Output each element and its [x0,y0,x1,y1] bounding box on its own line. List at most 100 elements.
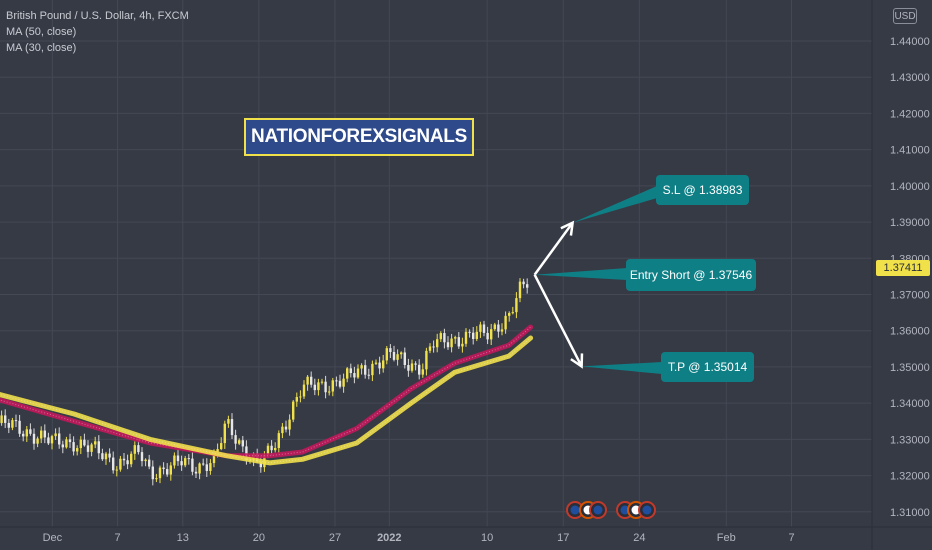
candle-body [162,467,165,470]
candle-body [43,430,46,438]
candle-body [468,331,471,333]
candle-body [4,415,7,423]
candle-body [180,461,183,466]
candle-body [292,401,295,420]
candle-body [234,435,237,444]
candle-body [504,315,507,330]
candle-body [360,365,363,369]
candle-body [86,445,90,452]
y-tick-label: 1.43000 [890,72,930,84]
candle-body [0,415,3,424]
y-tick-label: 1.36000 [890,326,930,338]
watermark-banner: NATIONFOREXSIGNALS [244,118,474,156]
y-tick-label: 1.39000 [890,217,930,229]
economic-events [566,501,656,519]
candle-body [367,374,370,376]
candle-body [356,368,360,378]
x-tick-label: 17 [557,532,569,544]
candle-body [349,368,352,374]
candle-body [140,452,144,462]
y-tick-label: 1.33000 [890,434,930,446]
candle-body [14,420,18,422]
candle-body [450,338,453,348]
candle-body [418,364,421,375]
candle-body [54,433,57,437]
x-tick-label: 13 [177,532,189,544]
symbol-label[interactable]: British Pound / U.S. Dollar, 4h, FXCM [6,10,189,22]
candle-body [40,430,43,439]
candle-body [284,426,288,430]
take-profit-callout: T.P @ 1.35014 [661,352,754,382]
candle-body [238,440,241,444]
event-flag-inner [570,505,580,515]
candle-body [328,391,331,393]
candle-body [205,464,208,471]
candle-body [464,331,468,344]
candle-body [511,312,514,314]
candle-body [32,433,36,444]
candle-body [389,348,392,352]
candle-body [259,461,262,468]
trade-arrows [533,186,662,374]
candle-body [457,337,460,347]
candle-body [176,455,180,462]
candle-body [443,333,446,343]
candle-body [65,439,68,448]
x-tick-label: 10 [481,532,493,544]
candle-body [335,380,338,382]
candle-body [274,448,277,451]
candle-body [526,284,529,288]
candle-body [151,466,154,480]
candle-body [364,365,367,375]
candle-body [331,380,334,392]
candle-body [230,419,234,436]
candle-body [173,455,176,466]
candle-body [439,333,442,340]
candle-body [169,465,172,475]
candle-body [187,458,190,460]
candle-body [216,449,219,452]
candle-body [414,363,417,365]
candle-body [508,313,511,316]
candle-body [281,426,284,434]
event-flag-inner [642,505,652,515]
candle-body [428,346,432,351]
candle-body [295,397,298,402]
candle-body [194,471,198,474]
candle-body [446,342,450,348]
candle-body [518,281,522,299]
candle-body [36,438,39,444]
event-flag-inner [631,505,641,515]
candle-body [515,298,518,313]
candle-body [266,445,270,455]
ma50-label[interactable]: MA (50, close) [6,26,77,38]
candle-body [436,339,439,348]
entry-callout: Entry Short @ 1.37546 [626,259,756,291]
candle-body [202,463,205,465]
candle-body [310,376,313,385]
x-tick-label: 2022 [377,532,401,544]
candle-body [241,440,244,447]
candle-body [191,458,194,472]
candle-body [324,381,327,393]
candle-body [112,457,115,471]
stop-loss-arrow [533,221,574,276]
candle-body [18,420,21,434]
candle-body [407,364,410,371]
candle-body [223,423,226,444]
take-profit-arrow [533,274,583,367]
candle-body [306,376,309,385]
candle-body [227,419,230,424]
candle-body [72,442,75,452]
candle-body [29,429,32,434]
candle-body [209,463,212,471]
ma30-label[interactable]: MA (30, close) [6,42,77,54]
candle-body [522,281,525,285]
candle-body [184,458,187,466]
candle-body [137,445,140,453]
candle-body [302,384,306,397]
currency-badge[interactable]: USD [893,8,917,24]
